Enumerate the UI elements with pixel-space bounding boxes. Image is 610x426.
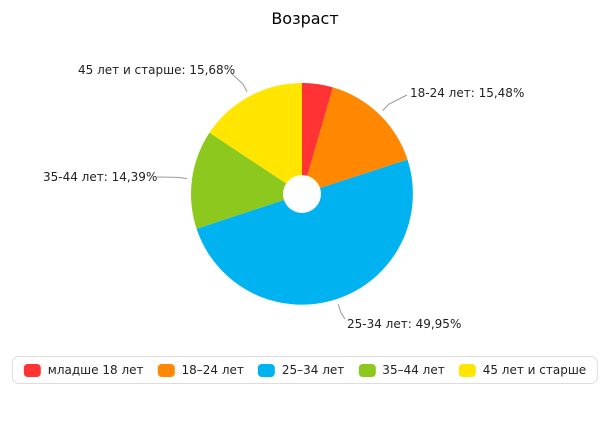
- callout-connectors: [156, 73, 408, 320]
- legend-item-45-plus[interactable]: 45 лет и старше: [458, 363, 587, 377]
- pie-slice-3[interactable]: [190, 132, 302, 229]
- legend-label-35-44: 35–44 лет: [382, 363, 445, 377]
- legend-item-18-24[interactable]: 18–24 лет: [157, 363, 244, 377]
- legend-item-under-18[interactable]: младше 18 лет: [23, 363, 144, 377]
- callout-25-34: 25-34 лет: 49,95%: [347, 317, 462, 331]
- legend-item-35-44[interactable]: 35–44 лет: [358, 363, 445, 377]
- legend-label-18-24: 18–24 лет: [181, 363, 244, 377]
- pie-slice-4[interactable]: [209, 83, 302, 194]
- connector-line-1: [382, 94, 408, 111]
- legend-swatch-35-44: [358, 363, 376, 377]
- callout-45-plus: 45 лет и старше: 15,68%: [78, 63, 236, 77]
- callout-18-24: 18-24 лет: 15,48%: [410, 86, 525, 100]
- chart-title: Возраст: [271, 9, 339, 28]
- pie-slice-0[interactable]: [302, 83, 333, 194]
- legend-label-25-34: 25–34 лет: [281, 363, 345, 377]
- legend-label-under-18: младше 18 лет: [47, 363, 144, 377]
- pie-slice-2[interactable]: [196, 159, 413, 305]
- connector-line-3: [156, 176, 188, 180]
- legend-swatch-under-18: [23, 363, 41, 377]
- pie-slice-1[interactable]: [302, 87, 408, 194]
- legend-swatch-18-24: [157, 363, 175, 377]
- connector-line-2: [337, 304, 346, 320]
- donut-hole: [283, 175, 321, 213]
- legend-swatch-45-plus: [458, 363, 476, 377]
- legend-item-25-34[interactable]: 25–34 лет: [257, 363, 345, 377]
- callout-35-44: 35-44 лет: 14,39%: [43, 170, 158, 184]
- legend-swatch-25-34: [257, 363, 275, 377]
- legend-label-45-plus: 45 лет и старше: [482, 363, 587, 377]
- chart-legend: младше 18 лет 18–24 лет 25–34 лет 35–44 …: [11, 356, 599, 384]
- connector-line-4: [231, 73, 248, 93]
